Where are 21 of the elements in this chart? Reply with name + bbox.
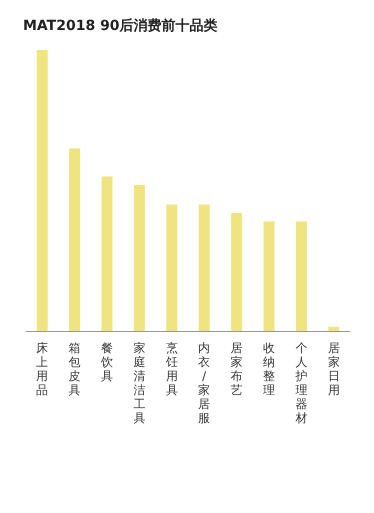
bar [328,326,340,331]
x-tick-label: 个人护理器材 [294,341,308,425]
x-tick-label: 居家日用 [328,341,340,397]
x-tick-label: 内衣/家居服 [198,341,210,425]
bar [134,184,145,331]
bar [264,221,274,331]
x-tick-label: 箱包皮具 [68,341,81,397]
x-tick-label: 床上用品 [36,341,48,397]
bar [69,148,80,331]
bar [198,204,210,331]
x-tick-label: 居家布艺 [230,341,243,397]
bar [231,212,242,331]
x-tick-label: 烹饪用具 [164,341,178,397]
x-tick-label: 餐饮具 [100,341,113,383]
bar [296,221,307,331]
chart-title: MAT2018 90后消费前十品类 [23,17,218,34]
bar [102,176,112,331]
x-tick-label: 收纳整理 [263,341,275,397]
bar [166,204,178,331]
x-tick-label: 家庭清洁工具 [133,341,146,425]
bar [36,50,48,331]
